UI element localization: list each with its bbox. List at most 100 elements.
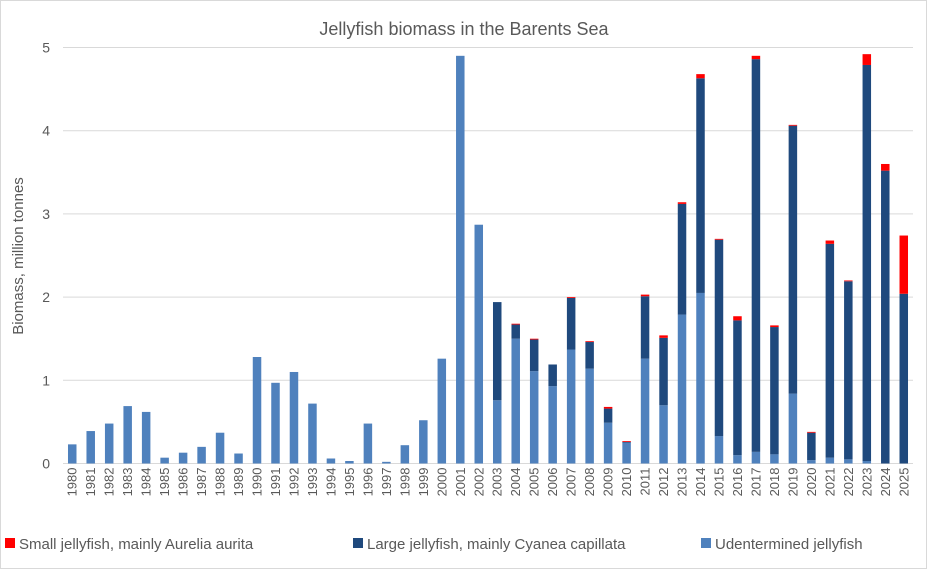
bar-segment-2023-series-2 [862,54,872,65]
bar-segment-2018-series-2 [770,325,779,328]
bar-segment-2005-series-1 [529,339,539,372]
x-tick-label: 1982 [102,468,117,497]
bar-segment-2009-series-2 [603,406,613,409]
bar-segment-2013-series-1 [677,203,687,315]
bar-segment-2006-series-0 [548,386,557,464]
x-tick-label: 2014 [693,468,708,497]
bar-segment-2007-series-0 [566,349,576,464]
x-tick-label: 1998 [397,468,412,497]
bar-segment-1991-series-0 [271,382,280,464]
bar-segment-2009-series-1 [603,408,613,423]
bar-segment-2025-series-1 [899,293,909,464]
bar-segment-1989-series-0 [234,453,243,464]
x-tick-label: 1985 [157,468,172,497]
x-tick-label: 1984 [139,468,154,497]
bar-segment-2011-series-1 [640,296,650,359]
x-tick-label: 2005 [527,468,542,497]
x-tick-label: 1993 [305,468,320,497]
x-tick-label: 1981 [83,468,98,497]
x-tick-label: 2004 [508,468,523,497]
x-tick-label: 2007 [564,468,579,497]
bar-segment-2019-series-2 [788,124,798,126]
chart-title: Jellyfish biomass in the Barents Sea [319,19,609,39]
x-tick-label: 2003 [490,468,505,497]
bar-segment-1980-series-0 [67,444,77,464]
legend-swatch [353,538,363,548]
legend-label: Udentermined jellyfish [715,536,863,553]
bar-segment-2022-series-0 [844,459,853,464]
bar-segment-1992-series-0 [289,371,299,464]
bar-segment-2021-series-2 [825,240,835,244]
bar-segment-2011-series-2 [640,294,650,297]
bar-segment-2016-series-2 [733,316,742,321]
bar-segment-2007-series-1 [566,297,576,350]
bar-segment-2016-series-1 [733,320,742,456]
bar-segment-2003-series-0 [492,400,502,464]
bar-segment-2021-series-1 [825,243,835,458]
bar-segment-2004-series-2 [511,323,520,325]
bar-segment-2015-series-1 [714,239,724,437]
bar-segment-1996-series-0 [363,423,373,464]
bar-segment-1995-series-0 [345,461,354,464]
x-tick-label: 2013 [675,468,690,497]
bar-segment-2025-series-2 [899,235,909,294]
bar-segment-2013-series-0 [677,314,687,464]
x-tick-label: 2012 [656,468,671,497]
bar-segment-2008-series-1 [585,342,594,369]
bar-segment-2007-series-2 [566,297,576,298]
x-tick-label: 1989 [231,468,246,497]
bar-segment-2022-series-1 [844,281,853,460]
x-tick-label: 2008 [582,468,597,497]
x-tick-label: 1999 [416,468,431,497]
y-tick-label: 0 [42,456,50,472]
x-tick-label: 1987 [194,468,209,497]
bar-segment-1983-series-0 [123,406,132,464]
legend-label: Large jellyfish, mainly Cyanea capillata [367,536,626,553]
bar-segment-2017-series-0 [751,451,761,464]
x-tick-label: 1986 [176,468,191,497]
bar-segment-2023-series-1 [862,64,872,462]
x-tick-label: 2009 [601,468,616,497]
bar-segment-1994-series-0 [326,458,336,464]
bar-segment-2005-series-2 [529,338,539,340]
bar-segment-2019-series-0 [788,393,798,464]
bar-segment-1997-series-0 [382,461,391,464]
x-tick-label: 2017 [748,468,763,497]
bar-segment-2005-series-0 [529,371,539,464]
bar-segment-1986-series-0 [178,452,188,464]
bar-segment-2022-series-2 [844,280,853,282]
x-tick-label: 1991 [268,468,283,497]
bar-segment-1987-series-0 [197,446,206,464]
bar-segment-2015-series-2 [714,238,724,240]
bar-segment-2020-series-0 [807,460,816,464]
legend-item: Large jellyfish, mainly Cyanea capillata [353,536,626,553]
bar-segment-1981-series-0 [86,431,95,464]
bar-segment-2024-series-2 [881,163,890,171]
legend-swatch [701,538,711,548]
legend: Small jellyfish, mainly Aurelia aurita La… [5,536,863,553]
bar-segment-2017-series-2 [751,55,761,60]
x-tick-label: 2006 [545,468,560,497]
x-tick-label: 2022 [841,468,856,497]
bar-segment-2017-series-1 [751,59,761,452]
bar-segment-2023-series-0 [862,461,872,464]
bar-segment-2008-series-0 [585,368,594,464]
bar-segment-2004-series-1 [511,324,520,339]
x-tick-label: 1997 [379,468,394,497]
x-tick-label: 1980 [65,468,80,497]
bar-segment-2000-series-0 [437,358,447,464]
bar-segment-1988-series-0 [215,432,225,464]
y-tick-label: 5 [42,40,50,56]
bar-segment-1984-series-0 [141,411,151,464]
y-tick-label: 1 [42,372,50,388]
bar-segment-2010-series-1 [622,441,631,443]
x-tick-label: 1983 [120,468,135,497]
x-tick-label: 2020 [804,468,819,497]
bar-segment-2014-series-0 [696,292,705,464]
bars [67,54,909,464]
x-tick-label: 2002 [471,468,486,497]
bar-segment-2002-series-0 [474,224,484,464]
x-tick-label: 2015 [711,468,726,497]
x-tick-label: 1992 [286,468,301,497]
